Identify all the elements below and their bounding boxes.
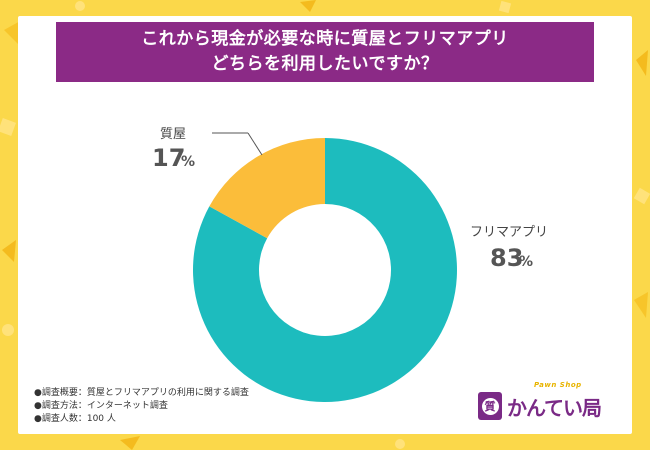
logo-badge-text: 質 [481, 397, 499, 415]
label-furima-unit: % [519, 254, 533, 270]
donut-slice-shichiya [209, 138, 325, 239]
note-method: ●調査方法：インターネット調査 [34, 401, 168, 411]
label-shichiya-name: 質屋 [160, 127, 186, 142]
note-overview: ●調査概要：質屋とフリマアプリの利用に関する調査 [34, 388, 249, 398]
label-furima-value: 83 [490, 244, 523, 272]
pawn-shop-logo-icon: 質 [478, 392, 502, 420]
logo-name: かんてい局 [507, 396, 602, 420]
title-banner: これから現金が必要な時に質屋とフリマアプリ どちらを利用したいですか？ [56, 22, 594, 82]
title-line-2: どちらを利用したいですか？ [211, 54, 439, 74]
title-line-1: これから現金が必要な時に質屋とフリマアプリ [141, 29, 509, 49]
note-count: ●調査人数：100 人 [34, 414, 116, 424]
logo-subtitle: Pawn Shop [534, 381, 582, 389]
leader-line-shichiya-diag [247, 132, 263, 156]
label-shichiya-unit: % [181, 154, 195, 170]
survey-notes: ●調査概要：質屋とフリマアプリの利用に関する調査 ●調査方法：インターネット調査… [34, 387, 249, 426]
label-shichiya-value: 17 [152, 144, 185, 172]
donut-slice-furima [192, 138, 457, 402]
label-furima-name: フリマアプリ [470, 225, 548, 240]
